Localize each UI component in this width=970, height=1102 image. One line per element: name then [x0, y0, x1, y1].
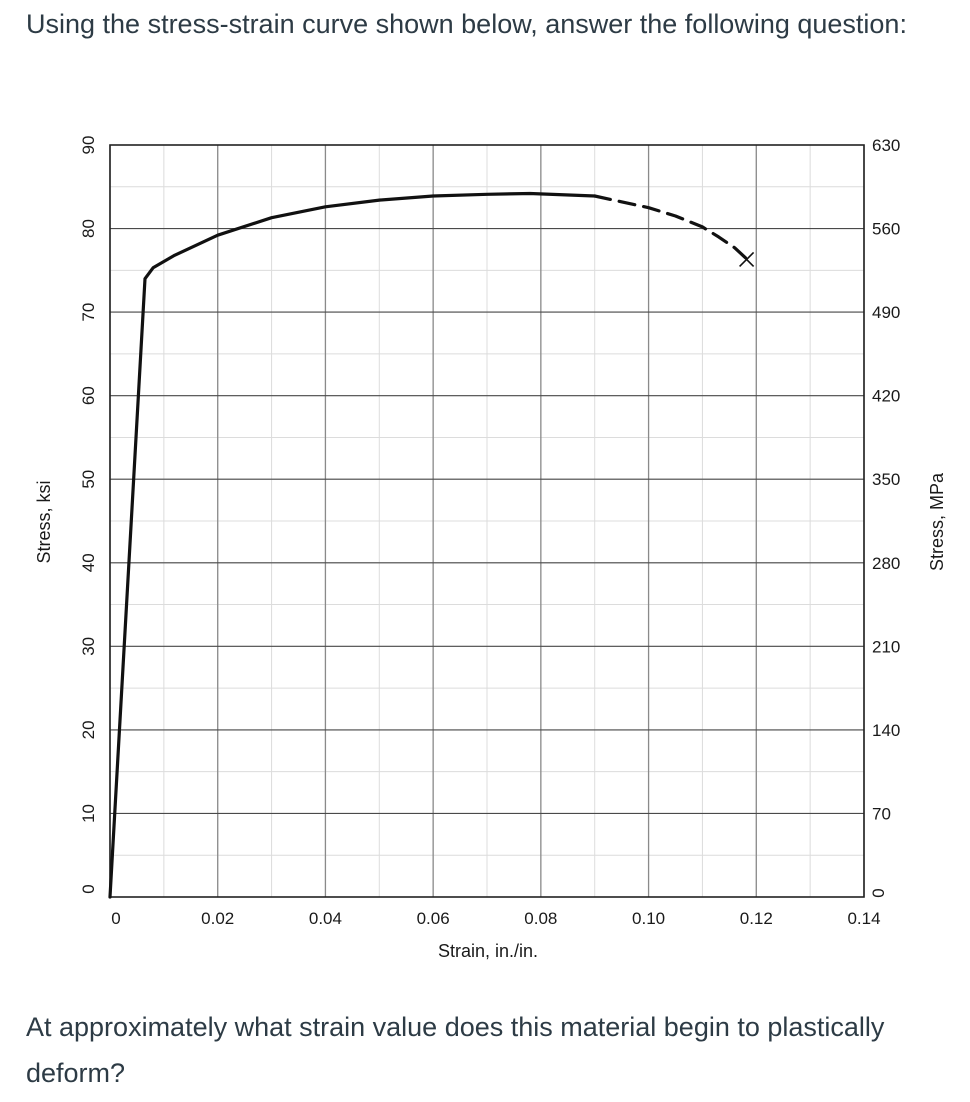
- curve-solid-segment: [108, 191, 597, 899]
- x-axis-label: Strain, in./in.: [438, 941, 538, 961]
- question-intro: Using the stress-strain curve shown belo…: [26, 9, 907, 39]
- x-tick-label: 0: [111, 909, 120, 928]
- x-tick-label: 0.10: [632, 909, 665, 928]
- fracture-marker-stroke: [739, 251, 755, 268]
- y-tick-label-ksi: 60: [79, 386, 98, 405]
- y-tick-label-ksi: 40: [79, 553, 98, 572]
- plot-frame: [109, 144, 865, 898]
- y-tick-label-ksi: 0: [79, 884, 98, 893]
- tick-layer: 0 0.02 0.04 0.06 0.08 0.10 0.12 0.14 0 10 20 30 40 50…: [79, 136, 900, 928]
- y2-tick-label-mpa: 280: [872, 554, 900, 573]
- y2-tick-label-mpa: 210: [872, 637, 900, 656]
- y2-tick-label-mpa: 490: [872, 303, 900, 322]
- stress-strain-chart: 0 0.02 0.04 0.06 0.08 0.10 0.12 0.14 0 10 20 30 40 50…: [34, 136, 947, 961]
- y-axis-label-mpa: Stress, MPa: [927, 472, 947, 571]
- x-tick-label: 0.08: [524, 909, 557, 928]
- grid-layer: [109, 144, 865, 898]
- y2-tick-label-mpa: 420: [872, 387, 900, 406]
- series-layer: [108, 191, 755, 899]
- y-tick-label-ksi: 20: [79, 720, 98, 739]
- y2-tick-label-mpa: 350: [872, 470, 900, 489]
- x-tick-label: 0.14: [847, 909, 880, 928]
- x-tick-label: 0.12: [740, 909, 773, 928]
- x-tick-label: 0.04: [309, 909, 342, 928]
- y2-tick-label-mpa: 140: [872, 721, 900, 740]
- y2-tick-label-mpa: 70: [872, 804, 891, 823]
- fracture-marker: [739, 251, 755, 268]
- curve-dashed-segment: [593, 194, 748, 260]
- y2-tick-label-mpa: 630: [872, 136, 900, 155]
- y-axis-label-ksi: Stress, ksi: [34, 480, 54, 563]
- x-tick-label: 0.06: [417, 909, 450, 928]
- x-tick-label: 0.02: [201, 909, 234, 928]
- y2-tick-label-mpa: 0: [869, 888, 888, 897]
- y-tick-label-ksi: 70: [79, 303, 98, 322]
- y-tick-label-ksi: 10: [79, 804, 98, 823]
- y-tick-label-ksi: 30: [79, 637, 98, 656]
- y-tick-label-ksi: 80: [79, 219, 98, 238]
- y2-tick-label-mpa: 560: [872, 220, 900, 239]
- y-tick-label-ksi: 90: [79, 136, 98, 155]
- question-prompt: At approximately what strain value does …: [26, 1012, 885, 1088]
- y-tick-label-ksi: 50: [79, 470, 98, 489]
